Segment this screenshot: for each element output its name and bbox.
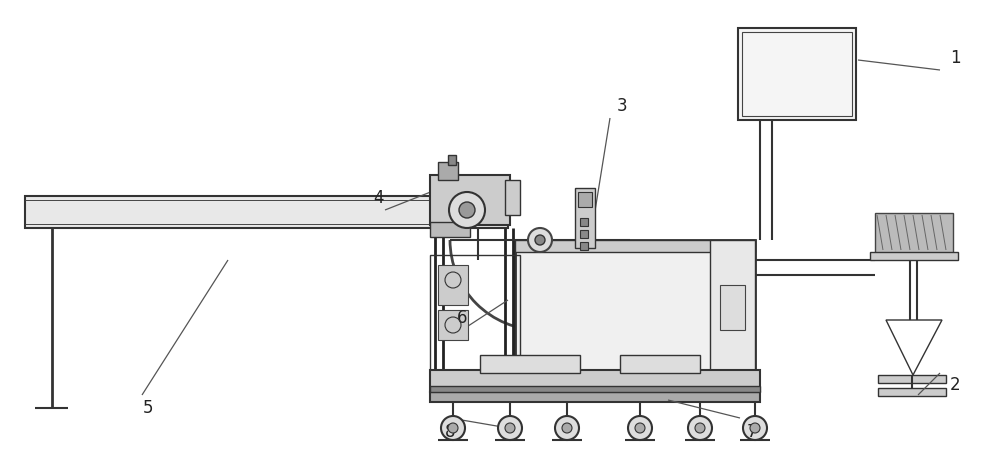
Bar	[430, 386, 760, 392]
Text: 2: 2	[950, 376, 960, 394]
Bar	[480, 355, 580, 373]
Bar	[430, 175, 510, 225]
Bar	[430, 255, 520, 370]
Bar	[738, 28, 856, 120]
Circle shape	[628, 416, 652, 440]
Bar	[430, 222, 470, 237]
Circle shape	[535, 235, 545, 245]
Bar	[515, 240, 755, 252]
Bar	[878, 375, 946, 383]
Bar	[620, 355, 700, 373]
Circle shape	[743, 416, 767, 440]
Circle shape	[635, 423, 645, 433]
Text: 7: 7	[747, 423, 757, 441]
Text: 4: 4	[373, 189, 383, 207]
Bar	[438, 162, 458, 180]
Circle shape	[695, 423, 705, 433]
Bar	[515, 240, 755, 375]
Bar	[430, 392, 760, 402]
Circle shape	[459, 202, 475, 218]
Circle shape	[449, 192, 485, 228]
Bar	[438, 310, 468, 340]
Text: 8: 8	[445, 423, 455, 441]
Bar	[878, 388, 946, 396]
Bar	[580, 242, 588, 250]
Bar	[578, 192, 592, 207]
Text: 6: 6	[457, 309, 467, 327]
Circle shape	[555, 416, 579, 440]
Bar	[870, 252, 958, 260]
Bar	[710, 240, 755, 375]
Circle shape	[441, 416, 465, 440]
Bar	[438, 265, 468, 305]
Bar	[720, 285, 745, 330]
Circle shape	[750, 423, 760, 433]
Circle shape	[448, 423, 458, 433]
Text: 3: 3	[617, 97, 627, 115]
Bar	[875, 213, 953, 253]
Circle shape	[528, 228, 552, 252]
Circle shape	[688, 416, 712, 440]
Bar	[580, 230, 588, 238]
Circle shape	[562, 423, 572, 433]
Bar	[25, 196, 508, 228]
Bar	[742, 32, 852, 116]
Text: 5: 5	[143, 399, 153, 417]
Bar	[575, 188, 595, 248]
Bar	[430, 370, 760, 392]
Text: 1: 1	[950, 49, 960, 67]
Bar	[505, 180, 520, 215]
Bar	[448, 155, 456, 165]
Bar	[580, 218, 588, 226]
Circle shape	[505, 423, 515, 433]
Circle shape	[498, 416, 522, 440]
